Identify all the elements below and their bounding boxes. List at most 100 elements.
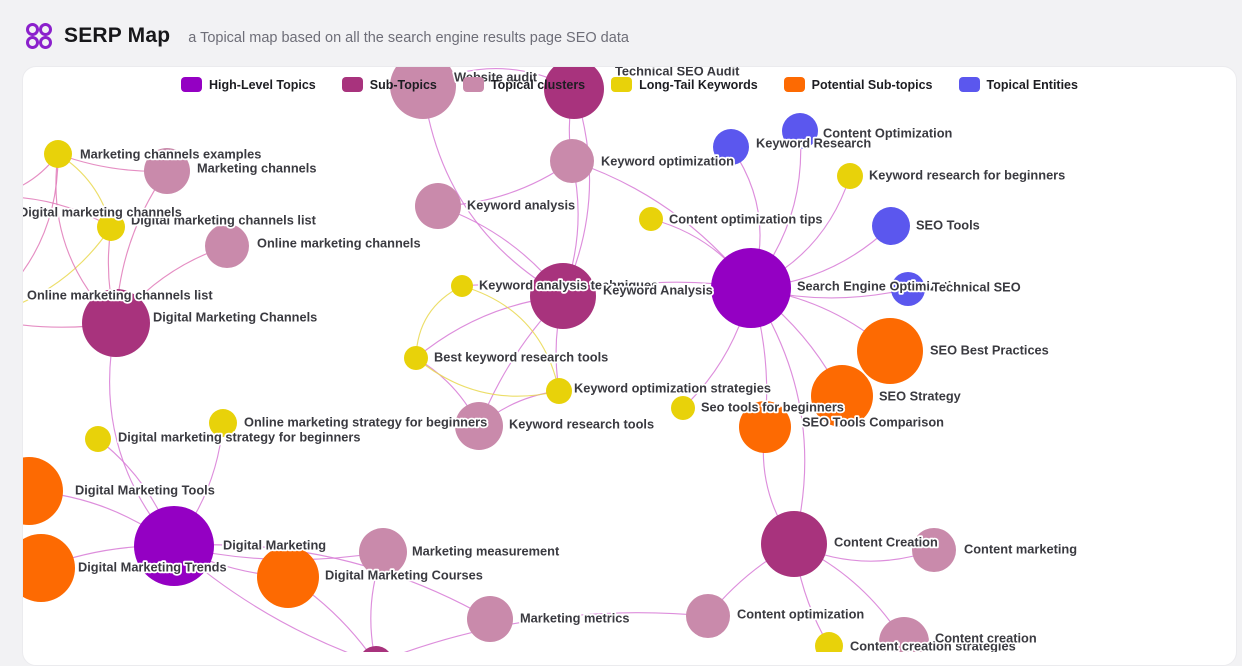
node-label-dm-channels-list: Digital marketing channels list	[131, 212, 317, 227]
node-dm-trends[interactable]	[23, 534, 75, 602]
legend-swatch-icon	[341, 77, 363, 92]
node-dm-strategy-beginners[interactable]	[85, 426, 111, 452]
node-label-kw-research: Keyword Research	[756, 135, 871, 150]
node-content-creation[interactable]	[761, 511, 827, 577]
node-content-opt-entity[interactable]	[782, 113, 818, 149]
legend-swatch-icon	[783, 77, 805, 92]
app-logo-icon	[26, 23, 52, 49]
node-label-keyword-optimization: Keyword optimization	[601, 153, 734, 168]
graph-edge	[461, 285, 560, 392]
node-content-optimization[interactable]	[686, 594, 730, 638]
node-digital-marketing[interactable]	[134, 506, 214, 586]
node-mkt-channels-examples[interactable]	[44, 140, 72, 168]
node-label-kw-analysis-tech: Keyword analysis techniques	[479, 277, 658, 292]
legend-label: Long-Tail Keywords	[639, 77, 758, 92]
node-dm-courses[interactable]	[257, 546, 319, 608]
node-label-seo: Search Engine Optimization	[797, 278, 967, 293]
node-label-digital-marketing: Digital Marketing	[223, 537, 326, 552]
node-dm-channels-list[interactable]	[97, 213, 125, 241]
graph-edge	[415, 357, 560, 397]
node-mkt-measurement[interactable]	[359, 528, 407, 576]
node-label-tech-seo-audit: Technical SEO Audit	[615, 67, 740, 78]
graph-edge	[173, 544, 491, 620]
node-label-dm-courses: Digital Marketing Courses	[325, 567, 483, 582]
node-label-marketing-channels: Marketing channels	[197, 160, 316, 175]
node-label-kw-opt-strategies: Keyword optimization strategies	[574, 380, 771, 395]
node-kw-opt-strategies[interactable]	[546, 378, 572, 404]
legend-label: Topical Entities	[986, 77, 1078, 92]
node-online-mkt-channels[interactable]	[205, 224, 249, 268]
node-seo-best-practices[interactable]	[857, 318, 923, 384]
node-kw-analysis-tech[interactable]	[451, 275, 473, 297]
node-seo-tools-beginners[interactable]	[671, 396, 695, 420]
legend-label: High-Level Topics	[209, 77, 316, 92]
node-label-seo-strategy: SEO Strategy	[879, 388, 962, 403]
node-content-marketing[interactable]	[912, 528, 956, 572]
legend-item-hlt[interactable]: High-Level Topics	[181, 77, 316, 92]
page-subtitle: a Topical map based on all the search en…	[188, 30, 629, 46]
node-label-online-mkt-channels: Online marketing channels	[257, 235, 421, 250]
node-label-content-creation: Content Creation	[834, 534, 938, 549]
node-seo-tools[interactable]	[872, 207, 910, 245]
node-kw-analysis-cluster[interactable]	[415, 183, 461, 229]
legend-item-longtail[interactable]: Long-Tail Keywords	[611, 77, 758, 92]
legend-swatch-icon	[462, 77, 484, 92]
node-kw-research-beginners[interactable]	[837, 163, 863, 189]
legend-item-entity[interactable]: Topical Entities	[958, 77, 1078, 92]
graph-edge	[23, 153, 59, 273]
legend-label: Topical clusters	[490, 77, 586, 92]
node-kw-research[interactable]	[713, 129, 749, 165]
graph-edge	[404, 612, 709, 652]
legend-label: Sub-Topics	[369, 77, 437, 92]
node-label-kw-research-beginners: Keyword research for beginners	[869, 167, 1065, 182]
node-label-seo-tools-comparison: SEO Tools Comparison	[802, 414, 944, 429]
node-dm-tools[interactable]	[23, 457, 63, 525]
node-content-creation-cluster[interactable]	[879, 617, 929, 652]
node-technical-seo[interactable]	[891, 272, 925, 306]
topical-map-card: High-Level Topics Sub-Topics Topical clust…	[22, 66, 1237, 666]
node-website-audit[interactable]	[390, 67, 456, 119]
node-label-keyword-analysis: Keyword Analysis	[603, 282, 713, 297]
node-keyword-analysis[interactable]	[530, 263, 596, 329]
node-tech-seo-audit[interactable]	[544, 67, 604, 119]
node-label-content-opt-tips: Content optimization tips	[669, 211, 823, 226]
node-label-best-kw-tools: Best keyword research tools	[434, 349, 608, 364]
node-mkt-metrics[interactable]	[467, 596, 513, 642]
node-label-content-optimization: Content optimization	[737, 606, 864, 621]
node-label-dm-trends: Digital Marketing Trends	[78, 559, 227, 574]
node-label-content-creation-cluster: Content creation	[935, 630, 1037, 645]
node-label-seo-tools: SEO Tools	[916, 217, 980, 232]
node-label-dm-tools: Digital Marketing Tools	[75, 482, 215, 497]
node-label-mkt-measurement: Marketing measurement	[412, 543, 560, 558]
legend-swatch-icon	[611, 77, 633, 92]
edge-clipped-label: Online marketing channels list	[27, 287, 213, 302]
legend-swatch-icon	[181, 77, 203, 92]
node-content-strategies[interactable]	[815, 632, 843, 652]
edge-clipped-label: Digital marketing channels	[23, 204, 182, 219]
node-best-kw-tools[interactable]	[404, 346, 428, 370]
graph-edge	[23, 226, 112, 303]
node-kw-research-tools[interactable]	[455, 402, 503, 450]
legend-item-potential[interactable]: Potential Sub-topics	[783, 77, 933, 92]
node-seo-strategy[interactable]	[811, 365, 873, 427]
graph-edge	[23, 197, 112, 228]
node-label-content-strategies: Content creation strategies	[850, 638, 1016, 652]
node-online-strategy-beginners[interactable]	[209, 409, 237, 437]
node-label-kw-research-tools: Keyword research tools	[509, 416, 654, 431]
legend-item-subtopic[interactable]: Sub-Topics	[341, 77, 437, 92]
node-content-opt-tips[interactable]	[639, 207, 663, 231]
node-seo-tools-comparison[interactable]	[739, 401, 791, 453]
node-label-online-strategy-beginners: Online marketing strategy for beginners	[244, 414, 487, 429]
node-keyword-optimization[interactable]	[550, 139, 594, 183]
node-label-seo-tools-beginners: Seo tools for beginners	[701, 399, 844, 414]
node-seo[interactable]	[711, 248, 791, 328]
legend-item-cluster[interactable]: Topical clusters	[462, 77, 586, 92]
node-label-mkt-metrics: Marketing metrics	[520, 610, 630, 625]
node-marketing-channels[interactable]	[144, 148, 190, 194]
node-label-content-opt-entity: Content Optimization	[823, 125, 953, 140]
graph-edge	[415, 285, 463, 359]
node-dm-channels[interactable]	[82, 289, 150, 357]
app-header: SERP Map a Topical map based on all the …	[0, 0, 1242, 56]
node-label-content-marketing: Content marketing	[964, 541, 1077, 556]
topical-map-canvas[interactable]: Website audit Technical SEO AuditKeyword …	[23, 67, 1237, 652]
